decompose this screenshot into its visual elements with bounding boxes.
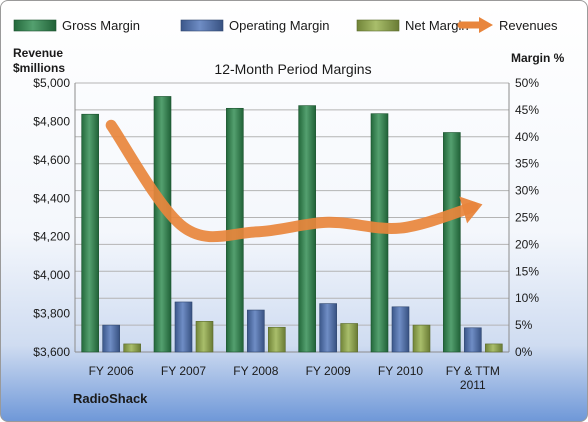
y-right-tick-label: 45% — [515, 103, 539, 117]
y-right-tick-label: 40% — [515, 130, 539, 144]
legend-swatch-net-margin — [356, 19, 400, 32]
x-tick-label: FY 2006 — [89, 364, 134, 378]
y-left-tick-label: $3,600 — [33, 345, 70, 359]
bar-net-margin — [268, 326, 286, 353]
bar-operating-margin — [102, 324, 120, 353]
y-left-tick-label: $4,800 — [33, 114, 70, 128]
y-left-tick-label: $4,000 — [33, 268, 70, 282]
y-right-tick-label: 20% — [515, 237, 539, 251]
y-left-tick-label: $4,200 — [33, 230, 70, 244]
bar-net-margin — [412, 324, 431, 353]
y-left-axis-label-line2: $millions — [13, 61, 65, 75]
chart-title: 12-Month Period Margins — [214, 61, 371, 77]
legend: Gross Margin Operating Margin Net Margin Re… — [13, 17, 558, 33]
y-right-tick-label: 15% — [515, 264, 539, 278]
bar-net-margin — [485, 343, 503, 353]
plot-area: $3,600 $3,800 $4,000 $4,200 $4,400 $4,600 $4,8… — [33, 76, 539, 392]
y-left-axis-label-line1: Revenue — [13, 46, 63, 60]
bar-operating-margin — [247, 309, 265, 353]
y-left-tick-label: $4,400 — [33, 191, 70, 205]
bar-gross-margin — [443, 132, 461, 353]
legend-swatch-operating-margin — [180, 19, 224, 32]
y-right-tick-label: 0% — [515, 345, 533, 359]
x-tick-label: FY & TTM — [446, 364, 500, 378]
y-right-axis-label: Margin % — [511, 51, 565, 65]
y-right-tick-label: 25% — [515, 211, 539, 225]
y-left-tick-label: $4,600 — [33, 153, 70, 167]
y-right-tick-label: 35% — [515, 157, 539, 171]
bar-net-margin — [123, 343, 141, 353]
legend-label: Revenues — [499, 18, 558, 33]
x-tick-label: FY 2008 — [233, 364, 278, 378]
bar-operating-margin — [174, 301, 193, 353]
revenues-arrowhead — [459, 196, 483, 224]
x-tick-label: FY 2009 — [306, 364, 351, 378]
revenues-line — [105, 119, 479, 243]
x-tick-label: FY 2007 — [161, 364, 206, 378]
legend-swatch-revenues-arrow — [479, 17, 493, 33]
bar-gross-margin — [81, 113, 99, 353]
y-left-tick-label: $3,800 — [33, 307, 70, 321]
legend-label: Operating Margin — [229, 18, 329, 33]
legend-swatch-gross-margin — [13, 19, 57, 32]
y-left-tick-label: $5,000 — [33, 76, 70, 90]
y-right-tick-label: 10% — [515, 291, 539, 305]
y-right-tick-label: 5% — [515, 318, 533, 332]
legend-label: Gross Margin — [62, 18, 140, 33]
company-label: RadioShack — [73, 391, 148, 406]
bar-gross-margin — [153, 96, 172, 353]
bar-net-margin — [340, 323, 358, 353]
legend-label: Net Margin — [405, 18, 469, 33]
bar-net-margin — [195, 321, 214, 353]
x-tick-label: 2011 — [460, 378, 486, 392]
y-right-tick-label: 30% — [515, 184, 539, 198]
y-right-tick-label: 50% — [515, 76, 539, 90]
x-tick-label: FY 2010 — [378, 364, 423, 378]
bar-operating-margin — [464, 327, 482, 353]
bar-operating-margin — [319, 303, 337, 353]
bar-operating-margin — [391, 306, 410, 353]
